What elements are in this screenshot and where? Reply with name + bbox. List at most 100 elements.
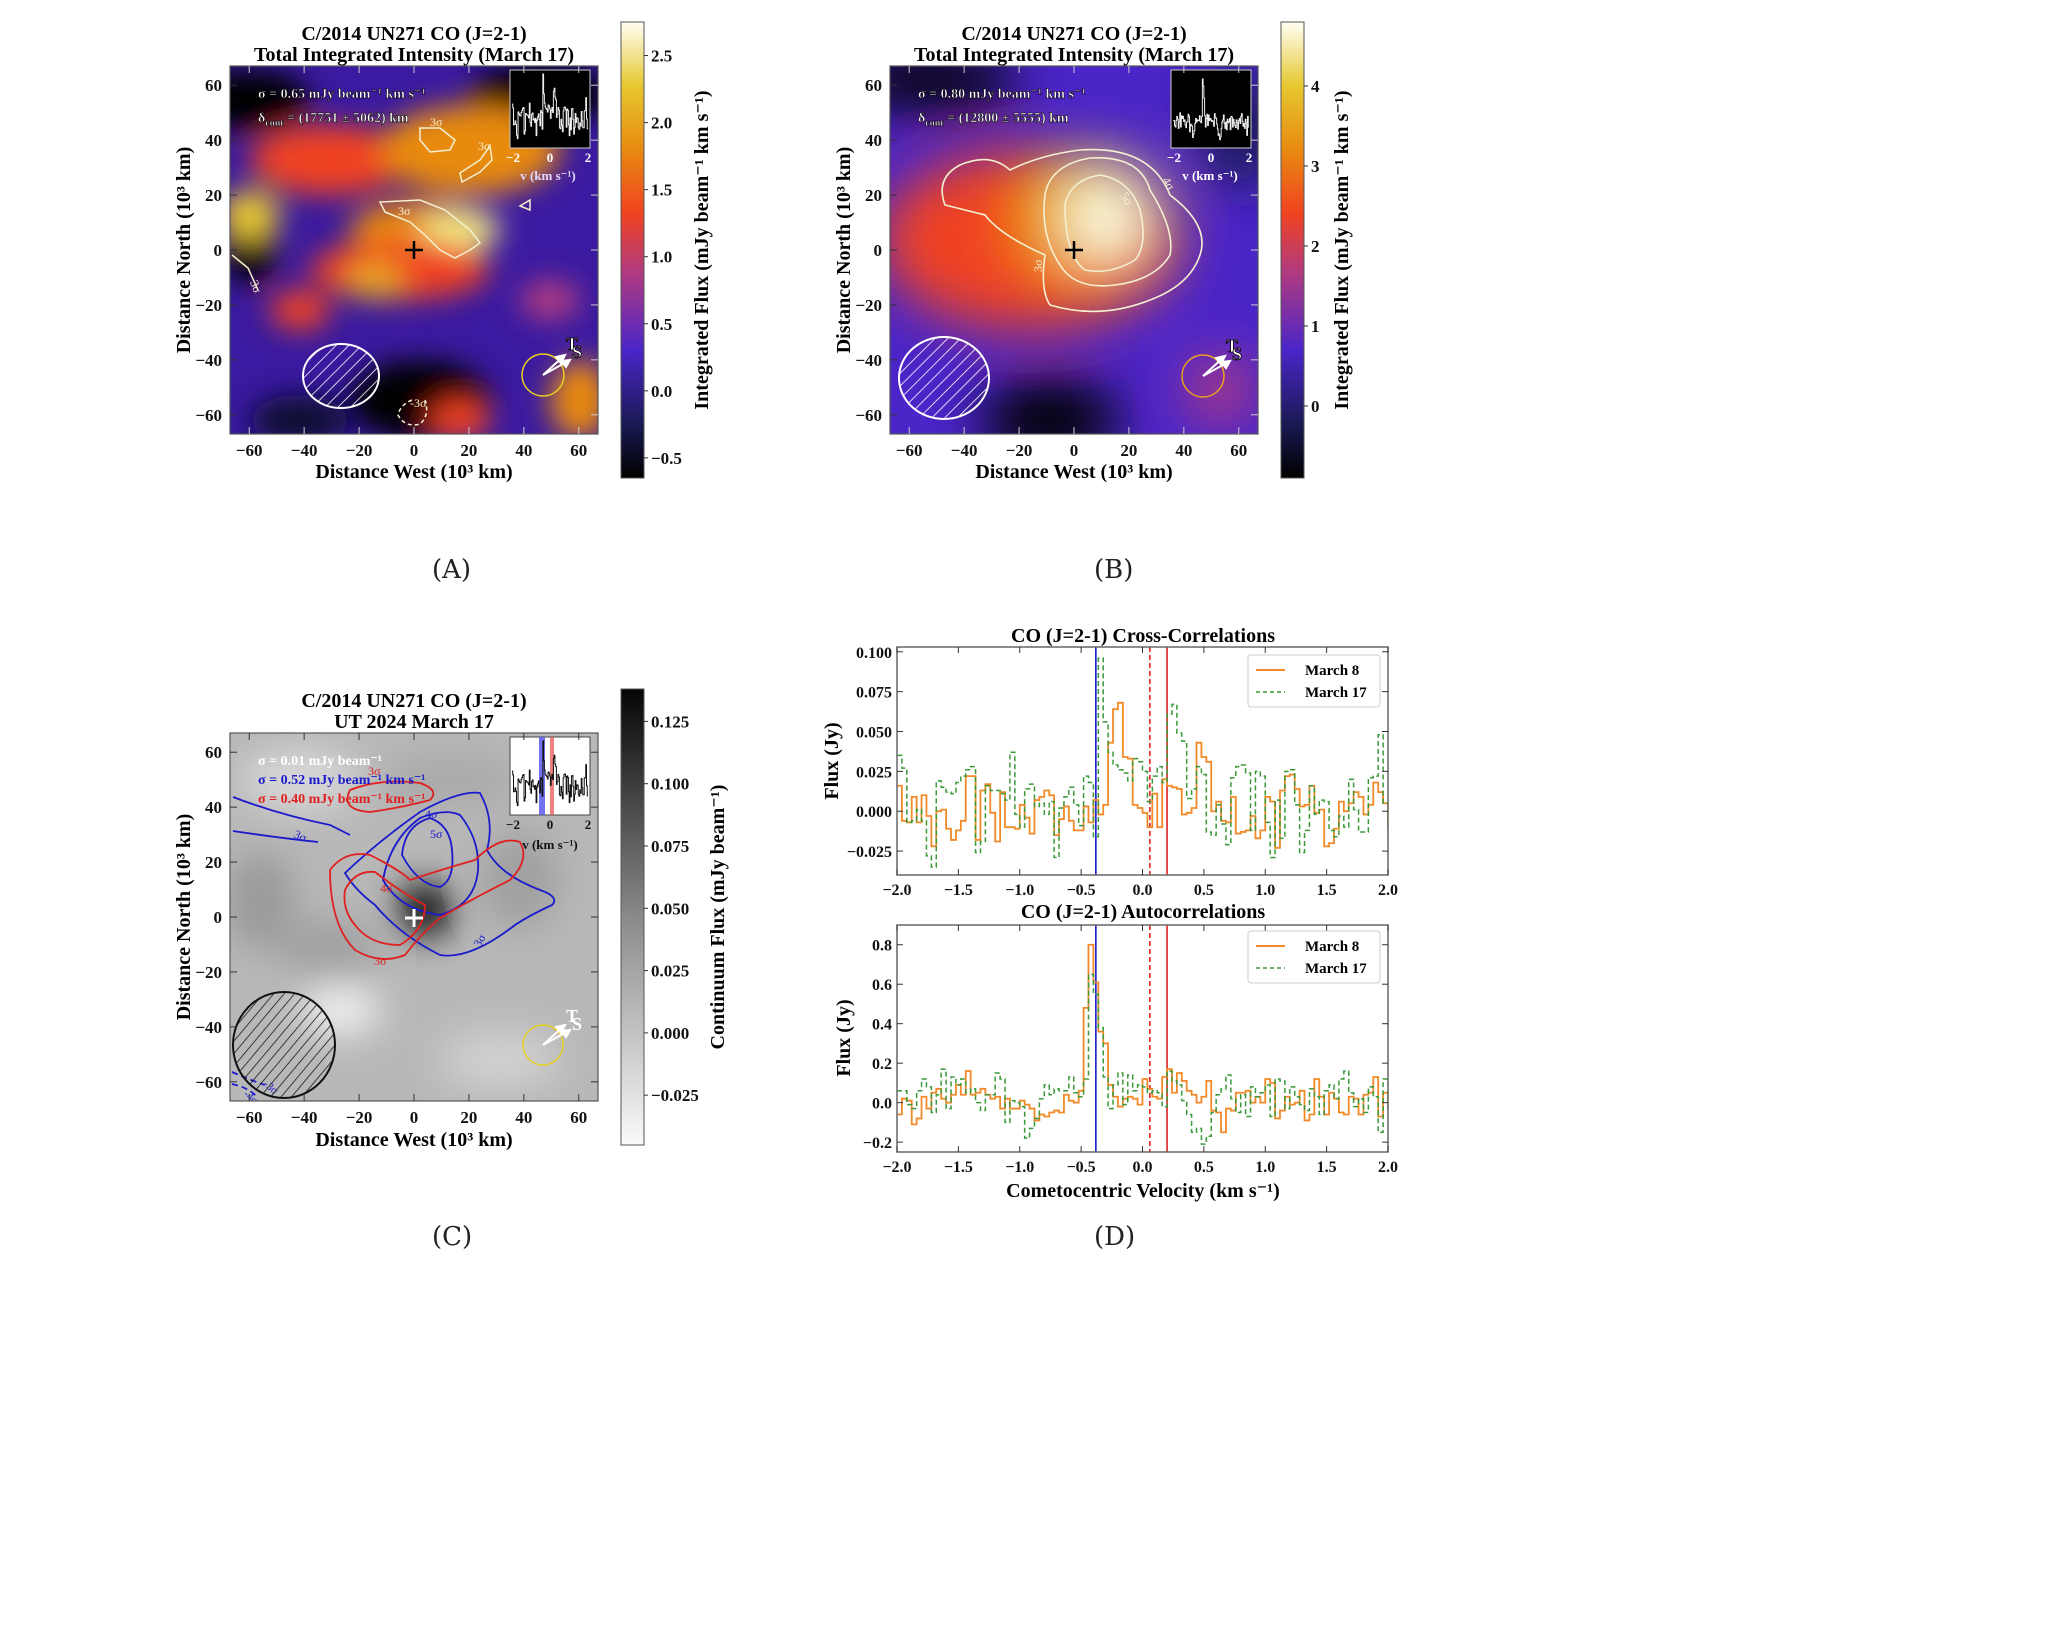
y-tick-label: 60 <box>865 76 882 95</box>
panel-c-sigma-red: σ = 0.40 mJy beam⁻¹ km s⁻¹ <box>258 792 426 807</box>
panel-b-inset-xtick: −2 <box>1167 150 1181 165</box>
colorbar-tick-label: 1 <box>1311 317 1320 336</box>
panel-a-title-line2: Total Integrated Intensity (March 17) <box>254 44 574 66</box>
caption-b: (B) <box>1094 555 1134 585</box>
legend-march17-label: March 17 <box>1305 685 1367 701</box>
colorbar-tick-label: 3 <box>1311 157 1320 176</box>
colorbar-tick-label: 1.5 <box>651 181 672 200</box>
panel-b-colorbar-ticks: 4 3 2 1 0 <box>1304 77 1320 416</box>
panel-c-sigma-continuum: σ = 0.01 mJy beam⁻¹ <box>258 754 382 769</box>
panel-c-aperture-circle <box>522 1024 564 1066</box>
colorbar-tick-label: 4 <box>1311 77 1320 96</box>
panel-d-top-legend: March 8 March 17 <box>1247 654 1381 708</box>
y-tick-label: 40 <box>205 131 222 150</box>
panel-a: C/2014 UN271 CO (J=2-1) Total Integrated… <box>173 21 713 483</box>
panel-b-inset-xtick: 2 <box>1246 150 1253 165</box>
panel-c-blue-contours <box>231 791 556 1099</box>
panel-c-blue-contour-label: 4σ <box>425 807 438 821</box>
panel-a-inset <box>509 69 591 149</box>
panel-c-ylabel: Distance North (10³ km) <box>173 814 195 1021</box>
panel-b-xlabel: Distance West (10³ km) <box>975 461 1172 483</box>
x-tick-label: −40 <box>291 441 318 460</box>
panel-c-inset-xlabel: v (km s⁻¹) <box>522 837 578 852</box>
panel-c-inset-xtick: 0 <box>547 817 554 832</box>
panel-c-red-contour-label: 4σ <box>380 881 393 895</box>
panel-a-direction-label-s: S <box>572 342 582 362</box>
x-tick-label: 60 <box>570 441 587 460</box>
caption-d: (D) <box>1094 1222 1136 1252</box>
panel-a-colorbar <box>620 21 645 479</box>
y-tick-label: 0.075 <box>856 685 892 702</box>
x-tick-label: −20 <box>1006 441 1033 460</box>
panel-a-intensity-map: 3σ 3σ 3σ 3σ -3σ T S σ = 0.65 mJy beam⁻¹ … <box>230 66 598 434</box>
colorbar-tick-label: 0.0 <box>651 382 672 401</box>
series-march17-line <box>897 973 1388 1145</box>
y-tick-label: 60 <box>205 76 222 95</box>
series-march8-line <box>897 943 1388 1134</box>
x-tick-label: −20 <box>346 1108 373 1127</box>
panel-b-direction-label-s: S <box>1232 344 1242 364</box>
panel-d-top-ticks: −2.0 −1.5 −1.0 −0.5 0.0 0.5 1.0 1.5 2.0 0.100 0.07… <box>847 645 1398 899</box>
x-tick-label: 40 <box>515 441 532 460</box>
panel-a-direction-label-t: T <box>566 334 578 354</box>
panel-b-aperture-circle <box>1181 354 1225 398</box>
panel-b-inset-xlabel: v (km s⁻¹) <box>1182 168 1238 183</box>
panel-b-direction-arrows <box>1202 354 1232 377</box>
colorbar-tick-label: 2 <box>1311 237 1320 256</box>
y-tick-label: −20 <box>855 296 882 315</box>
panel-a-contours <box>231 127 531 426</box>
y-tick-label: 20 <box>205 186 222 205</box>
colorbar-tick-label: 0.000 <box>651 1024 689 1043</box>
legend-march8-label: March 8 <box>1305 663 1359 679</box>
x-tick-label: 0 <box>1070 441 1079 460</box>
delta-value: = (12800 ± 5555) km <box>944 111 1069 126</box>
panel-c-xlabel: Distance West (10³ km) <box>315 1129 512 1151</box>
x-tick-label: −1.0 <box>1005 1159 1034 1176</box>
y-tick-label: −40 <box>195 1018 222 1037</box>
panel-a-colorbar-ticks: 2.5 2.0 1.5 1.0 0.5 0.0 −0.5 <box>644 47 682 468</box>
caption-c: (C) <box>432 1222 473 1252</box>
panel-b-inset-xtick: 0 <box>1208 150 1215 165</box>
colorbar-tick-label: −0.025 <box>651 1086 699 1105</box>
panel-c-colorbar-ticks: 0.125 0.100 0.075 0.050 0.025 0.000 −0.025 <box>644 712 699 1105</box>
x-tick-label: 20 <box>460 441 477 460</box>
y-tick-label: 20 <box>205 853 222 872</box>
panel-a-inset-spectrum <box>512 73 588 140</box>
y-tick-label: 0.100 <box>856 645 892 662</box>
panel-d-top-title: CO (J=2-1) Cross-Correlations <box>1011 625 1275 647</box>
y-tick-label: 0 <box>214 241 223 260</box>
panel-c-beam-ellipse <box>232 991 336 1099</box>
colorbar-tick-label: 0.025 <box>651 962 689 981</box>
y-tick-label: 0.025 <box>856 764 892 781</box>
panel-a-contour-label: 3σ <box>430 115 443 129</box>
panel-d-top-series <box>897 657 1388 868</box>
panel-a-contour-label: 3σ <box>398 204 411 218</box>
panel-b-inset <box>1170 69 1252 149</box>
colorbar-tick-label: −0.5 <box>651 449 682 468</box>
x-tick-label: −40 <box>291 1108 318 1127</box>
x-tick-label: 20 <box>1120 441 1137 460</box>
y-tick-label: 0.8 <box>872 938 892 955</box>
panel-c-colorbar <box>620 688 645 1146</box>
panel-d: CO (J=2-1) Cross-Correlations −2.0 −1.5 −1… <box>821 625 1398 1202</box>
y-tick-label: 0.050 <box>856 725 892 742</box>
panel-c-inset-xtick: −2 <box>506 817 520 832</box>
panel-a-inset-xtick: −2 <box>506 150 520 165</box>
x-tick-label: 40 <box>1175 441 1192 460</box>
panel-a-inset-xtick: 2 <box>585 150 592 165</box>
y-tick-label: 20 <box>865 186 882 205</box>
panel-a-inset-xtick: 0 <box>547 150 554 165</box>
panel-a-aperture-circle <box>521 353 565 397</box>
colorbar-tick-label: 1.0 <box>651 248 672 267</box>
panel-d-top-vlines <box>1095 647 1168 875</box>
x-tick-label: 0.5 <box>1194 1159 1214 1176</box>
panel-d-bottom-xlabel: Cometocentric Velocity (km s⁻¹) <box>1006 1180 1280 1202</box>
panel-a-colorbar-label: Integrated Flux (mJy beam⁻¹ km s⁻¹) <box>691 90 713 409</box>
panel-b-contours <box>941 148 1203 313</box>
delta-symbol: δ <box>258 111 265 126</box>
y-tick-label: 40 <box>205 798 222 817</box>
panel-c-red-contours <box>329 780 525 960</box>
y-tick-label: −0.2 <box>863 1135 892 1152</box>
panel-b-inset-spectrum <box>1173 78 1249 141</box>
